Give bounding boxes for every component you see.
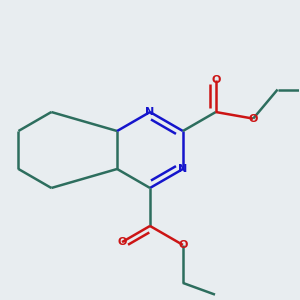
Text: O: O: [248, 114, 258, 124]
Text: N: N: [146, 107, 154, 117]
Text: O: O: [211, 75, 220, 85]
Text: N: N: [178, 164, 188, 174]
Text: O: O: [117, 237, 127, 247]
Text: O: O: [178, 240, 188, 250]
